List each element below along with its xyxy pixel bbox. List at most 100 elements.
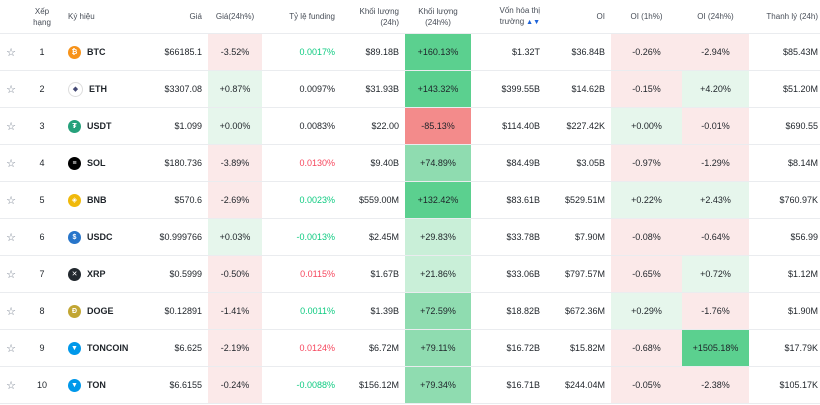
symbol-label: DOGE xyxy=(87,306,114,316)
table-row[interactable]: ☆ 5 ◈ BNB $570.6 -2.69% 0.0023% $559.00M… xyxy=(0,181,820,219)
table-body: ☆ 1 ₿ BTC $66185.1 -3.52% 0.0017% $89.18… xyxy=(0,33,820,404)
sort-icon[interactable]: ▲▼ xyxy=(526,19,540,26)
symbol-cell[interactable]: ◈ BNB xyxy=(62,181,150,219)
col-volume[interactable]: Khối lượng (24h) xyxy=(341,0,405,34)
symbol-cell[interactable]: $ USDC xyxy=(62,218,150,256)
funding-cell: 0.0023% xyxy=(262,181,341,219)
oi-24h-cell: -1.29% xyxy=(682,144,749,182)
rank-cell: 7 xyxy=(22,255,62,293)
oi-24h-cell: -0.01% xyxy=(682,107,749,145)
table-row[interactable]: ☆ 2 ◆ ETH $3307.08 +0.87% 0.0097% $31.93… xyxy=(0,70,820,108)
volume-cell: $156.12M xyxy=(341,366,405,404)
oi-24h-cell: -2.38% xyxy=(682,366,749,404)
volume-cell: $22.00 xyxy=(341,107,405,145)
col-volume-pct[interactable]: Khối lượng (24h%) xyxy=(405,0,471,34)
col-market-cap[interactable]: Vốn hóa thị trường ▲▼ xyxy=(471,0,546,34)
symbol-label: SOL xyxy=(87,158,106,168)
table-row[interactable]: ☆ 3 ₮ USDT $1.099 +0.00% 0.0083% $22.00 … xyxy=(0,107,820,145)
table-row[interactable]: ☆ 8 Ð DOGE $0.12891 -1.41% 0.0011% $1.39… xyxy=(0,292,820,330)
table-row[interactable]: ☆ 10 ▼ TON $6.6155 -0.24% -0.0088% $156.… xyxy=(0,366,820,404)
liquidation-cell: $1.12M xyxy=(749,255,820,293)
funding-cell: 0.0115% xyxy=(262,255,341,293)
symbol-label: BNB xyxy=(87,195,107,205)
volume-cell: $31.93B xyxy=(341,70,405,108)
favorite-star-icon[interactable]: ☆ xyxy=(0,255,22,293)
favorite-star-icon[interactable]: ☆ xyxy=(0,366,22,404)
volume-pct-cell: +79.34% xyxy=(405,366,471,404)
oi-1h-cell: -0.65% xyxy=(611,255,682,293)
table-row[interactable]: ☆ 1 ₿ BTC $66185.1 -3.52% 0.0017% $89.18… xyxy=(0,33,820,71)
oi-1h-cell: +0.22% xyxy=(611,181,682,219)
oi-1h-cell: -0.15% xyxy=(611,70,682,108)
favorite-star-icon[interactable]: ☆ xyxy=(0,33,22,71)
col-change-24h[interactable]: Giá(24h%) xyxy=(208,0,262,34)
col-oi[interactable]: OI xyxy=(546,0,611,34)
liquidation-cell: $51.20M xyxy=(749,70,820,108)
col-symbol[interactable]: Ký hiệu xyxy=(62,0,150,34)
symbol-cell[interactable]: ✕ XRP xyxy=(62,255,150,293)
usdt-icon: ₮ xyxy=(68,119,81,133)
symbol-cell[interactable]: ▼ TONCOIN xyxy=(62,329,150,367)
funding-cell: 0.0124% xyxy=(262,329,341,367)
volume-pct-cell: +72.59% xyxy=(405,292,471,330)
volume-pct-cell: +79.11% xyxy=(405,329,471,367)
symbol-label: BTC xyxy=(87,47,106,57)
oi-cell: $227.42K xyxy=(546,107,611,145)
table-row[interactable]: ☆ 7 ✕ XRP $0.5999 -0.50% 0.0115% $1.67B … xyxy=(0,255,820,293)
oi-24h-cell: -0.64% xyxy=(682,218,749,256)
symbol-cell[interactable]: ≡ SOL xyxy=(62,144,150,182)
xrp-icon: ✕ xyxy=(68,267,81,281)
liquidation-cell: $56.99 xyxy=(749,218,820,256)
toncoin-icon: ▼ xyxy=(68,341,81,355)
oi-1h-cell: -0.26% xyxy=(611,33,682,71)
col-market-cap-label: Vốn hóa thị trường xyxy=(499,6,540,26)
favorite-star-icon[interactable]: ☆ xyxy=(0,107,22,145)
volume-pct-cell: +160.13% xyxy=(405,33,471,71)
col-rank[interactable]: Xếp hạng xyxy=(22,0,62,34)
price-cell: $0.999766 xyxy=(150,218,208,256)
rank-cell: 10 xyxy=(22,366,62,404)
symbol-cell[interactable]: ₮ USDT xyxy=(62,107,150,145)
rank-cell: 4 xyxy=(22,144,62,182)
favorite-star-icon[interactable]: ☆ xyxy=(0,70,22,108)
price-cell: $6.6155 xyxy=(150,366,208,404)
oi-1h-cell: -0.08% xyxy=(611,218,682,256)
favorite-star-icon[interactable]: ☆ xyxy=(0,218,22,256)
col-oi-24h[interactable]: OI (24h%) xyxy=(682,0,749,34)
symbol-cell[interactable]: ▼ TON xyxy=(62,366,150,404)
change-24h-cell: -2.69% xyxy=(208,181,262,219)
symbol-cell[interactable]: ◆ ETH xyxy=(62,70,150,108)
symbol-label: XRP xyxy=(87,269,106,279)
col-favorite xyxy=(0,0,22,34)
volume-cell: $89.18B xyxy=(341,33,405,71)
change-24h-cell: -2.19% xyxy=(208,329,262,367)
funding-cell: 0.0017% xyxy=(262,33,341,71)
table-row[interactable]: ☆ 4 ≡ SOL $180.736 -3.89% 0.0130% $9.40B… xyxy=(0,144,820,182)
col-liquidation[interactable]: Thanh lý (24h) xyxy=(749,0,820,34)
symbol-cell[interactable]: Ð DOGE xyxy=(62,292,150,330)
liquidation-cell: $760.97K xyxy=(749,181,820,219)
oi-24h-cell: +0.72% xyxy=(682,255,749,293)
col-oi-1h[interactable]: OI (1h%) xyxy=(611,0,682,34)
symbol-label: ETH xyxy=(89,84,107,94)
volume-pct-cell: +29.83% xyxy=(405,218,471,256)
col-funding[interactable]: Tỷ lệ funding xyxy=(262,0,341,34)
favorite-star-icon[interactable]: ☆ xyxy=(0,329,22,367)
volume-cell: $559.00M xyxy=(341,181,405,219)
favorite-star-icon[interactable]: ☆ xyxy=(0,292,22,330)
table-header-row: Xếp hạng Ký hiệu Giá Giá(24h%) Tỷ lệ fun… xyxy=(0,0,820,34)
price-cell: $0.12891 xyxy=(150,292,208,330)
table-row[interactable]: ☆ 9 ▼ TONCOIN $6.625 -2.19% 0.0124% $6.7… xyxy=(0,329,820,367)
oi-cell: $7.90M xyxy=(546,218,611,256)
table-row[interactable]: ☆ 6 $ USDC $0.999766 +0.03% -0.0013% $2.… xyxy=(0,218,820,256)
market-cap-cell: $18.82B xyxy=(471,292,546,330)
btc-icon: ₿ xyxy=(68,45,81,59)
favorite-star-icon[interactable]: ☆ xyxy=(0,181,22,219)
oi-cell: $672.36M xyxy=(546,292,611,330)
rank-cell: 6 xyxy=(22,218,62,256)
favorite-star-icon[interactable]: ☆ xyxy=(0,144,22,182)
oi-1h-cell: +0.00% xyxy=(611,107,682,145)
symbol-cell[interactable]: ₿ BTC xyxy=(62,33,150,71)
change-24h-cell: -1.41% xyxy=(208,292,262,330)
col-price[interactable]: Giá xyxy=(150,0,208,34)
